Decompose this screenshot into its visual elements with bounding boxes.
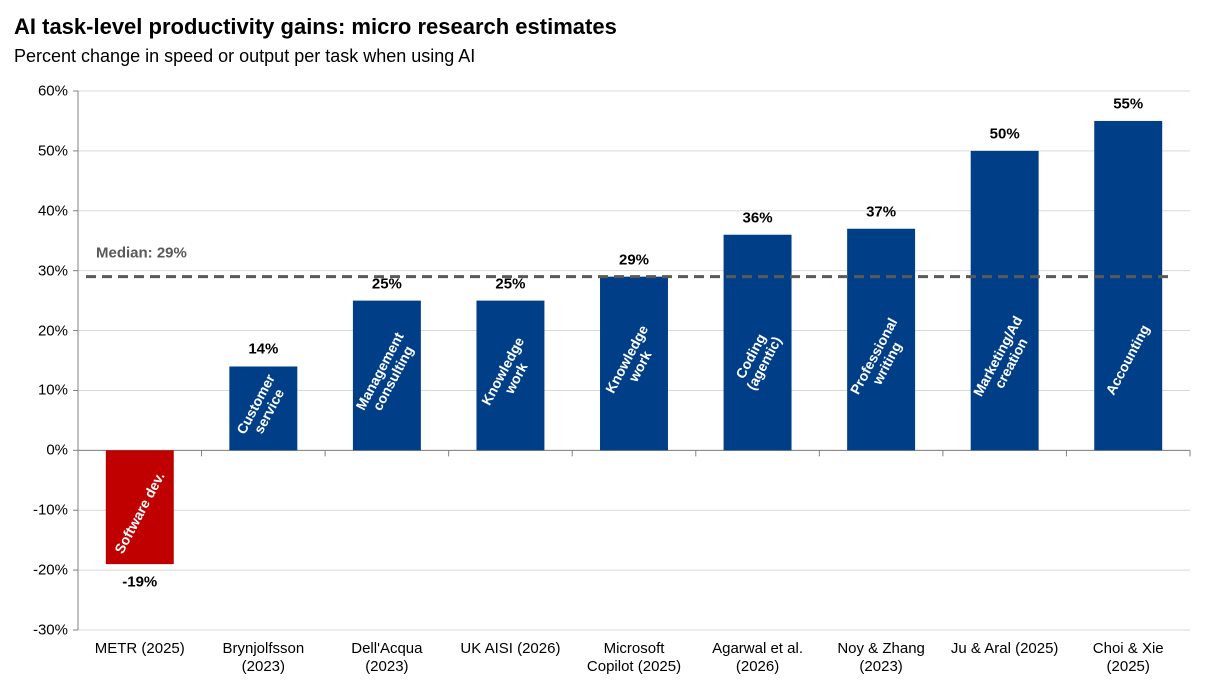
value-label: 36% [742,209,773,227]
y-tick-label: 30% [37,262,68,280]
value-label: 37% [866,203,897,221]
x-tick-label: METR (2025) [94,640,185,657]
y-tick-label: 40% [37,202,68,220]
bar [229,366,298,451]
x-tick-label: Microsoft Copilot (2025) [586,640,682,675]
value-label: 14% [248,340,279,358]
x-tick-label: Dell'Acqua (2023) [351,640,423,675]
bar [105,450,174,565]
x-tick-label: Noy & Zhang (2023) [837,640,925,675]
x-tick-label: Ju & Aral (2025) [950,640,1059,657]
bar [847,228,916,451]
bar [352,300,421,451]
x-tick-label: Agarwal et al. (2026) [712,640,803,675]
bar [600,276,668,451]
x-tick-label: Choi & Xie (2025) [1092,640,1164,675]
value-label: 25% [495,275,526,293]
value-label: 55% [1113,95,1144,113]
y-tick-label: -30% [32,621,68,639]
x-tick-label: Brynjolfsson (2023) [222,640,305,675]
bar [476,300,545,451]
bar [723,234,792,451]
value-label: 50% [989,125,1020,143]
y-tick-label: 60% [37,82,68,100]
chart-title: AI task-level productivity gains: micro … [14,14,617,39]
chart-subtitle: Percent change in speed or output per ta… [14,46,476,66]
x-tick-label: UK AISI (2026) [460,640,561,657]
y-tick-label: 10% [37,381,68,399]
bar [1094,120,1163,451]
y-tick-label: -10% [32,501,68,519]
bar [970,150,1039,451]
value-label: 29% [618,251,650,269]
y-tick-label: 0% [46,441,68,459]
y-tick-label: -20% [32,561,68,579]
value-label: -19% [122,573,158,591]
median-label: Median: 29% [96,244,187,262]
y-tick-label: 20% [37,322,68,340]
y-tick-label: 50% [37,142,68,160]
value-label: 25% [371,275,402,293]
